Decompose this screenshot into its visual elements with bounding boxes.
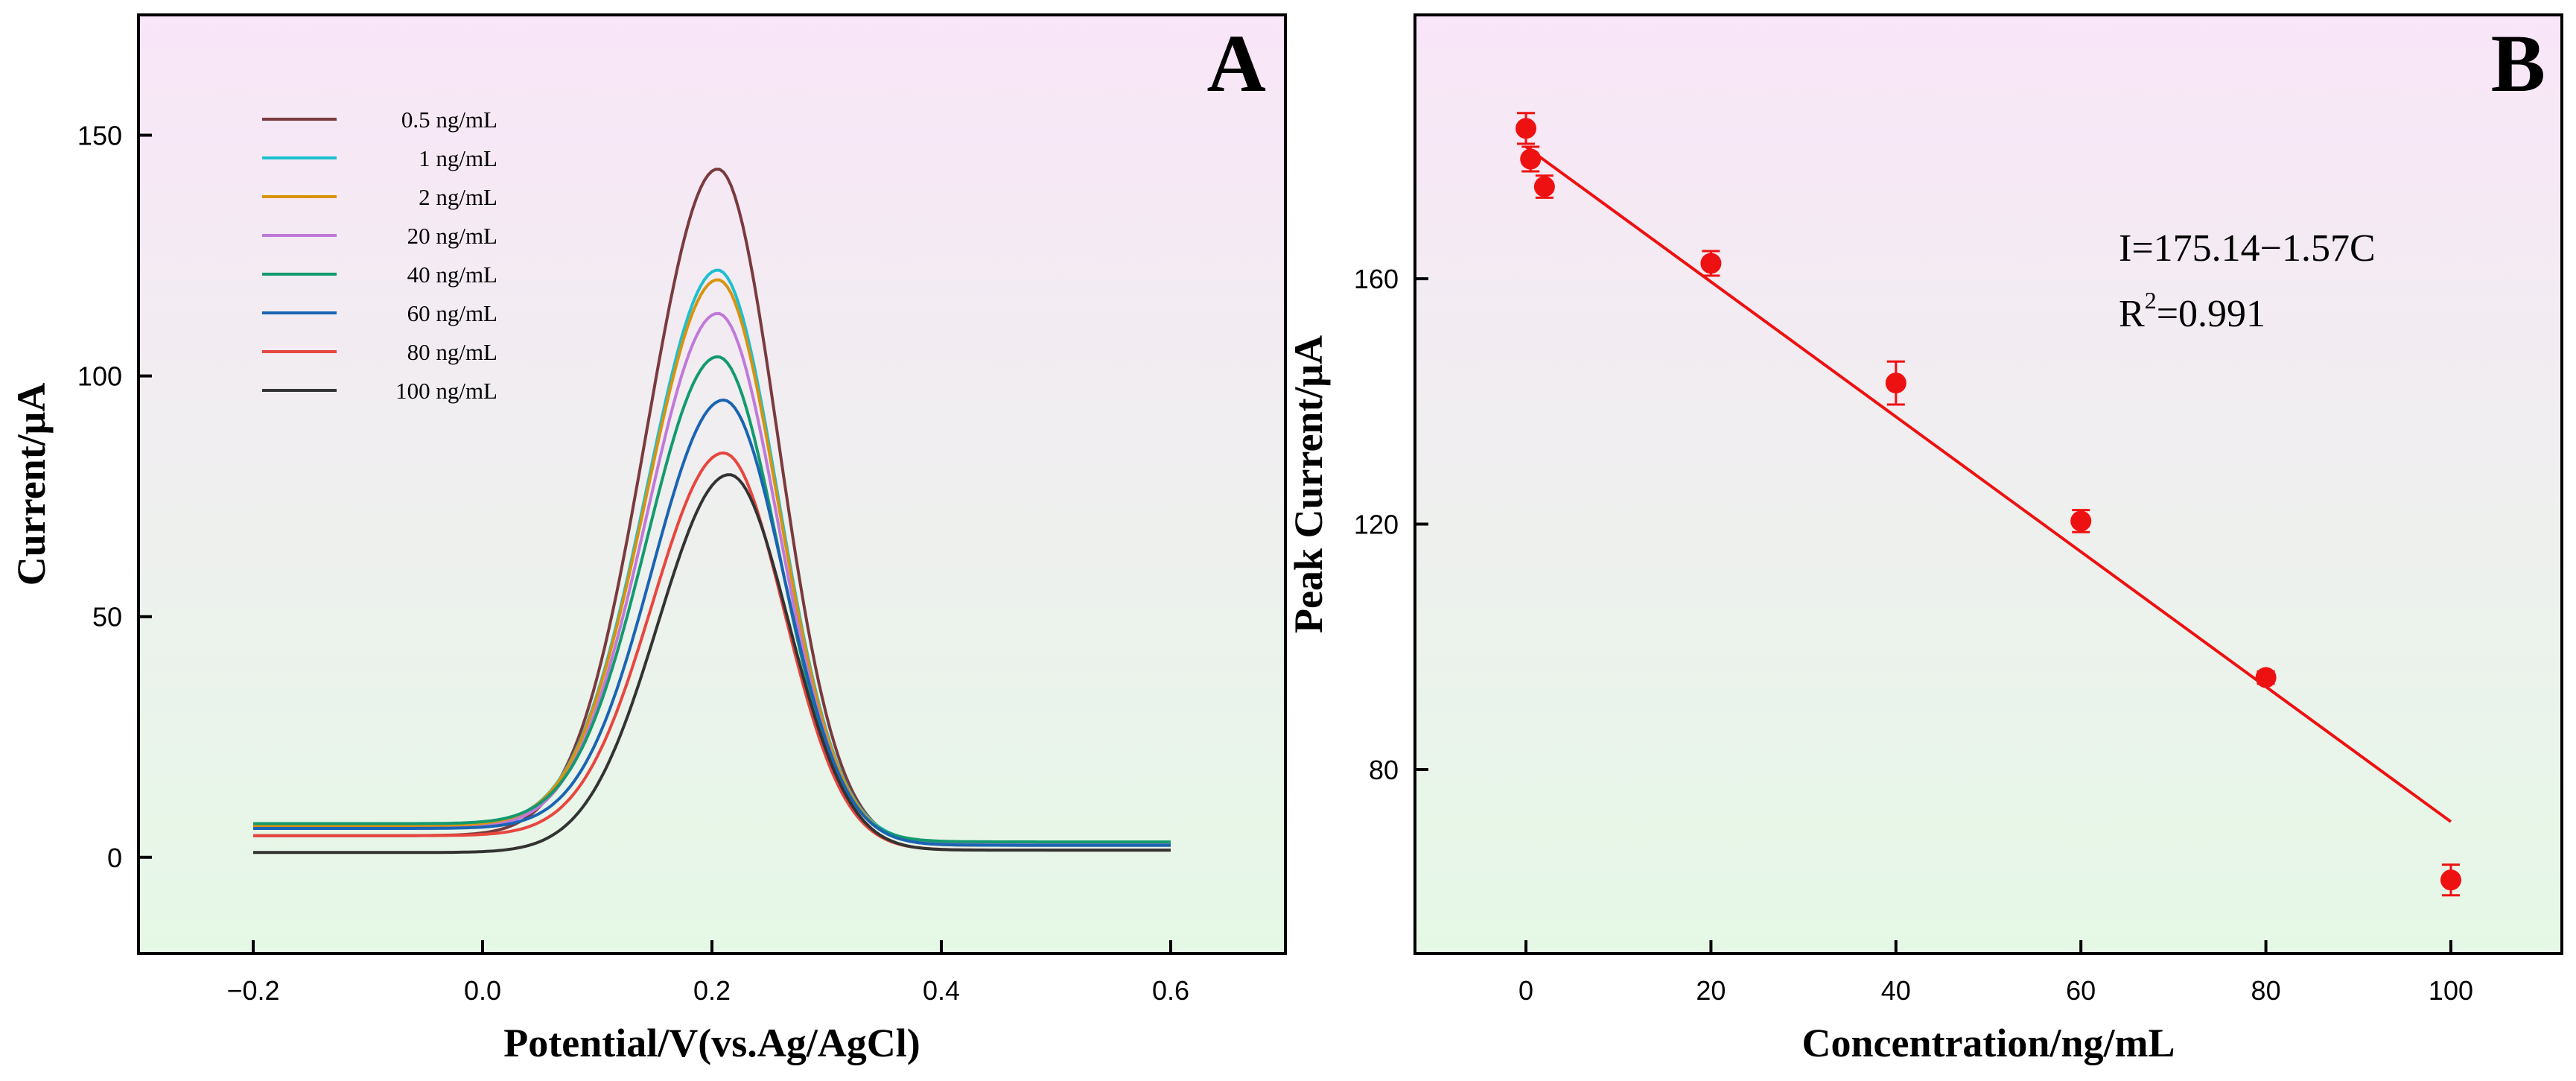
a-x-tick-label: 0.2 <box>693 975 731 1006</box>
data-point <box>2255 667 2277 688</box>
a-x-tick-label: 0.0 <box>464 975 501 1006</box>
panel-b-equation: I=175.14−1.57C <box>2119 227 2376 270</box>
point-marker <box>1700 253 1722 274</box>
panel-b-y-ticks: 80 120 160 <box>1354 264 1428 785</box>
curve-100-ng-mL <box>253 473 1171 855</box>
data-point <box>1700 250 1722 277</box>
legend-label: 2 ng/mL <box>419 184 497 210</box>
a-x-tick-label: 0.6 <box>1152 975 1189 1006</box>
panel-b-y-axis-title: Peak Current/μA <box>1286 335 1331 633</box>
b-y-tick-label: 120 <box>1354 510 1399 540</box>
legend-label: 100 ng/mL <box>395 378 497 404</box>
panel-b-r-squared: R2=0.991 <box>2119 287 2265 335</box>
curve-40-ng-mL <box>253 355 1171 844</box>
legend-label: 0.5 ng/mL <box>401 107 497 133</box>
panel-a-y-ticks: 0 50 100 150 <box>77 121 152 873</box>
panel-a-legend: 0.5 ng/mL 1 ng/mL 2 ng/mL 20 ng/mL 40 ng/mL 6… <box>262 107 497 404</box>
data-point <box>1516 112 1537 145</box>
panel-b-x-ticks: 0 20 40 60 80 100 <box>1518 940 2473 1006</box>
panel-a-x-ticks: −0.2 0.0 0.2 0.4 0.6 <box>226 940 1189 1006</box>
data-point <box>1533 174 1555 199</box>
r2-value: =0.991 <box>2157 293 2265 335</box>
b-x-tick-label: 0 <box>1518 975 1533 1006</box>
panel-b-x-axis-title: Concentration/ng/mL <box>1801 1021 2175 1065</box>
panel-b-letter: B <box>2491 18 2545 109</box>
panel-b-points <box>1516 112 2461 897</box>
legend-label: 20 ng/mL <box>407 223 497 249</box>
point-marker <box>2440 869 2461 891</box>
point-marker <box>1520 148 1542 170</box>
b-x-tick-label: 20 <box>1696 975 1726 1006</box>
b-x-tick-label: 100 <box>2429 975 2473 1006</box>
panel-a-x-axis-title: Potential/V(vs.Ag/AgCl) <box>503 1021 920 1065</box>
b-y-tick-label: 160 <box>1354 264 1399 294</box>
point-marker <box>2255 667 2277 688</box>
r2-superscript: 2 <box>2145 287 2157 314</box>
panel-a-letter: A <box>1207 18 1266 109</box>
a-x-tick-label: −0.2 <box>226 975 279 1006</box>
r2-prefix: R <box>2119 293 2145 335</box>
b-x-tick-label: 40 <box>1881 975 1911 1006</box>
point-marker <box>2070 510 2092 532</box>
panel-a: −0.2 0.0 0.2 0.4 0.6 0 50 100 150 0.5 ng/mL 1 ng… <box>9 13 1287 1065</box>
b-y-tick-label: 80 <box>1369 755 1399 785</box>
curve-60-ng-mL <box>253 398 1171 847</box>
a-y-tick-label: 150 <box>77 121 122 151</box>
point-marker <box>1885 373 1906 394</box>
a-y-tick-label: 100 <box>77 361 122 392</box>
point-marker <box>1533 176 1555 197</box>
a-y-tick-label: 50 <box>92 602 122 633</box>
legend-label: 1 ng/mL <box>419 145 497 171</box>
a-y-tick-label: 0 <box>107 843 122 873</box>
point-marker <box>1516 118 1537 139</box>
legend-label: 60 ng/mL <box>407 300 497 326</box>
panel-a-curves <box>253 168 1171 855</box>
legend-label: 80 ng/mL <box>407 339 497 365</box>
panel-b: 0 20 40 60 80 100 80 120 160 B I=175.14−1.57C R… <box>1286 13 2563 1065</box>
data-point <box>2440 863 2461 897</box>
b-x-tick-label: 60 <box>2066 975 2096 1006</box>
data-point <box>1520 145 1542 173</box>
fit-line <box>1524 145 2452 823</box>
a-x-tick-label: 0.4 <box>923 975 960 1006</box>
b-x-tick-label: 80 <box>2251 975 2281 1006</box>
panel-a-y-axis-title: Current/μA <box>9 383 54 586</box>
panel-b-fit-line-group <box>1524 145 2452 823</box>
data-point <box>2070 509 2092 533</box>
data-point <box>1885 360 1906 406</box>
legend-label: 40 ng/mL <box>407 261 497 288</box>
